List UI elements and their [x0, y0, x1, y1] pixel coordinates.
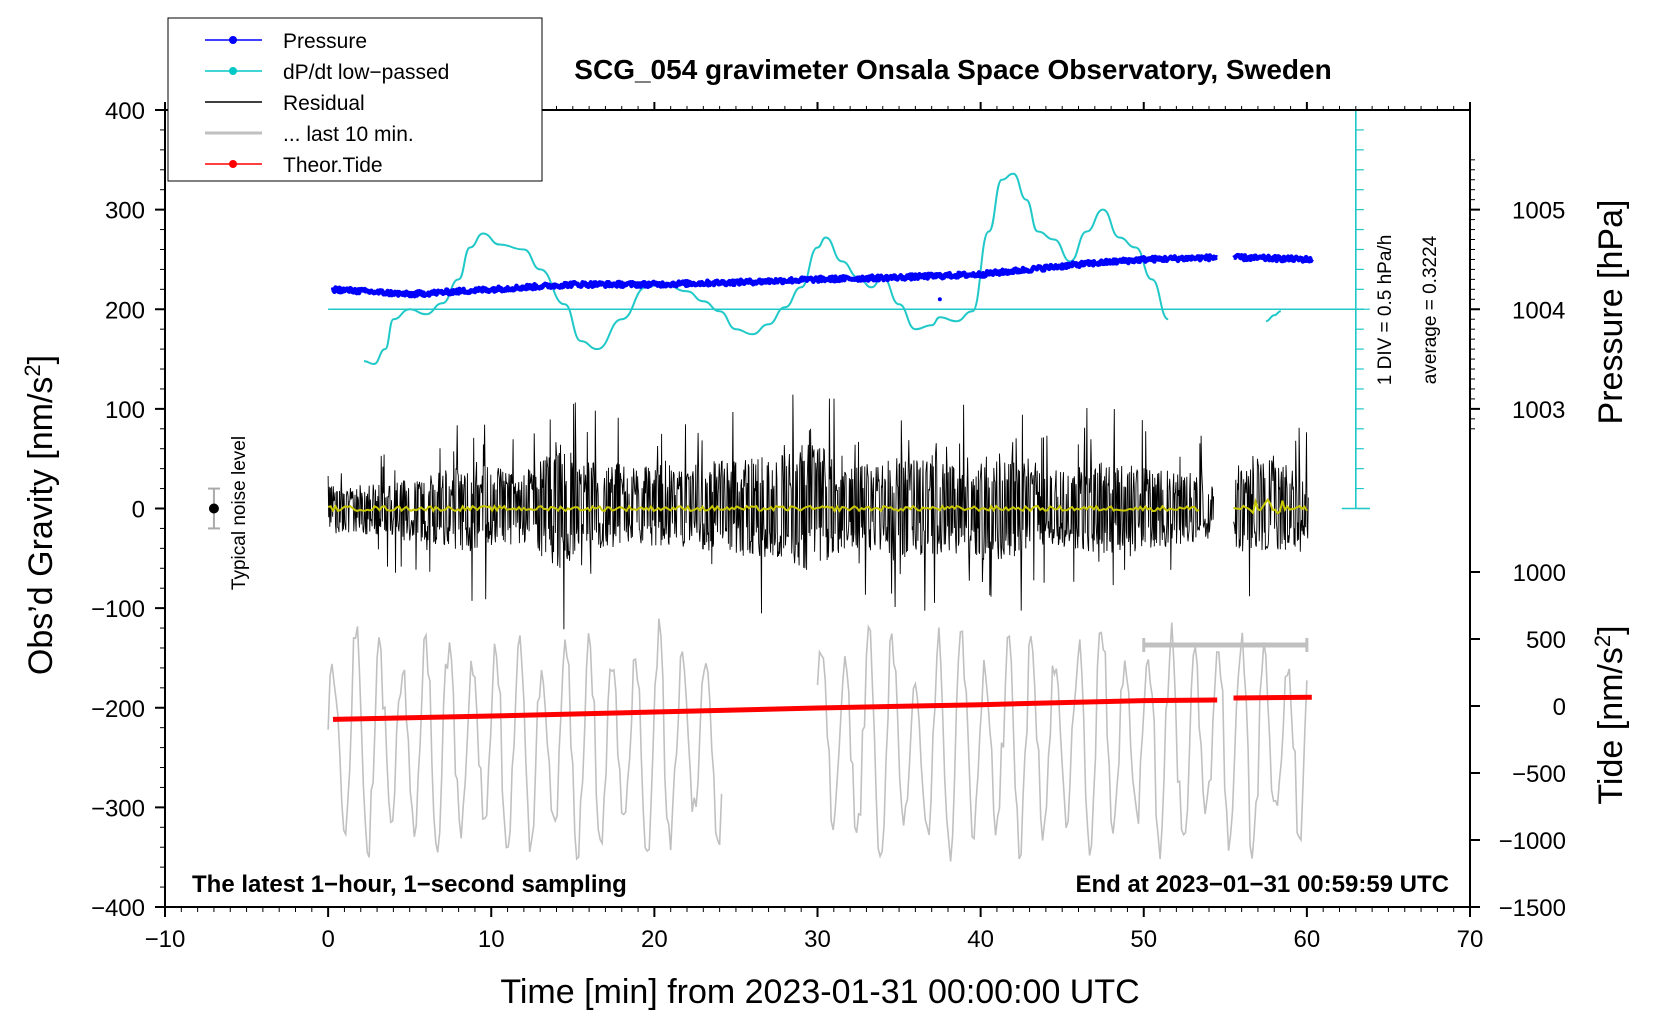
x-tick-label: 20 [641, 926, 668, 953]
residual-smoothed-segment-1 [327, 504, 1200, 513]
legend-label-5: Theor.Tide [283, 154, 383, 177]
legend-label-4: ... last 10 min. [283, 123, 414, 146]
x-tick-label: 10 [478, 926, 505, 953]
tide-tick-label: 1000 [1513, 560, 1566, 587]
tide-segment-2 [1233, 694, 1312, 701]
legend-label-2: dP/dt low−passed [283, 61, 449, 84]
legend-marker-2 [229, 67, 237, 75]
x-tick-label: −10 [145, 926, 186, 953]
tide-tick-label: −1000 [1499, 828, 1566, 855]
legend-box [167, 17, 543, 182]
last-10-min-segment-1 [327, 618, 723, 861]
y-tick-label: −100 [91, 596, 145, 623]
pressure-tick-label: 1004 [1512, 297, 1565, 324]
dpdt-curve-1 [363, 172, 1169, 366]
average-label: average = 0.3224 [1420, 235, 1441, 384]
noise-point [208, 503, 219, 514]
x-tick-label: 50 [1130, 926, 1157, 953]
legend-label-1: Pressure [283, 30, 367, 53]
last-10-min-segment-2 [816, 622, 1308, 862]
y-tick-label: 300 [105, 198, 145, 225]
y-axis-title: Obs’d Gravity [nm/s2] [20, 355, 60, 675]
legend-label-3: Residual [283, 92, 365, 115]
x-tick-label: 70 [1457, 926, 1484, 953]
pressure-tick-label: 1005 [1512, 198, 1565, 225]
x-tick-label: 0 [321, 926, 334, 953]
x-tick-label: 30 [804, 926, 831, 953]
bottom-left-note: The latest 1−hour, 1−second sampling [192, 871, 627, 898]
last-10-min-series [327, 618, 1309, 862]
pressure-tick-label: 1003 [1512, 397, 1565, 424]
pressure-outlier-dot [937, 297, 942, 302]
pressure-axis-title: Pressure [hPa] [1592, 200, 1630, 425]
pressure-segment-1 [330, 253, 1219, 299]
noise-level-label: Typical noise level [229, 436, 250, 590]
x-tick-label: 60 [1294, 926, 1321, 953]
residual-smoothed-segment-2 [1233, 497, 1308, 515]
y-tick-label: 0 [132, 497, 145, 524]
y-tick-label: 400 [105, 98, 145, 125]
legend: Pressure dP/dt low−passed Residual ... last… [167, 17, 543, 182]
tide-axis-title: Tide [nm/s2] [1590, 625, 1630, 804]
legend-marker-1 [229, 36, 237, 44]
residual-segment-1 [327, 394, 1215, 630]
tide-tick-label: −500 [1512, 761, 1566, 788]
pressure-segment-2 [1232, 252, 1314, 264]
dpdt-curve-2 [1265, 310, 1281, 323]
tide-segment-1 [332, 697, 1218, 722]
y-tick-label: 200 [105, 297, 145, 324]
chart-title: SCG_054 gravimeter Onsala Space Observat… [574, 54, 1331, 85]
y-tick-label: −200 [91, 696, 145, 723]
legend-marker-5 [229, 160, 237, 168]
theoretical-tide-series [332, 694, 1312, 722]
scale-div-label: 1 DIV = 0.5 hPa/h [1375, 235, 1396, 386]
residual-smoothed-series [327, 497, 1308, 515]
x-axis-title: Time [min] from 2023-01-31 00:00:00 UTC [500, 973, 1139, 1011]
tide-tick-label: 0 [1553, 694, 1566, 721]
tide-tick-label: −1500 [1499, 895, 1566, 922]
axes: −10 0 10 20 30 40 50 60 704003002001000−100−200−… [91, 98, 1566, 953]
pressure-series [330, 252, 1314, 302]
y-tick-label: −400 [91, 895, 145, 922]
tide-tick-label: 500 [1526, 627, 1566, 654]
y-tick-label: 100 [105, 397, 145, 424]
x-tick-label: 40 [967, 926, 994, 953]
y-tick-label: −300 [91, 795, 145, 822]
bottom-right-note: End at 2023−01−31 00:59:59 UTC [1075, 871, 1449, 898]
